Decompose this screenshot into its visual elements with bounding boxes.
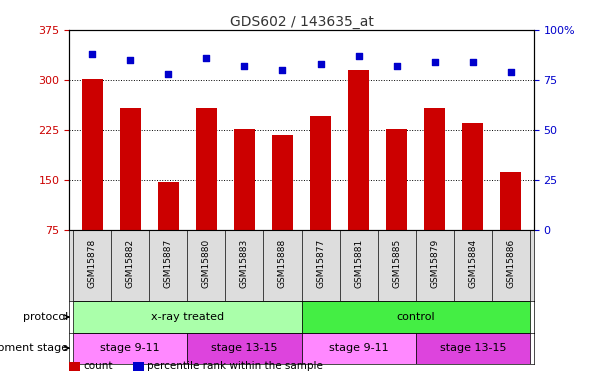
Bar (310, 116, 331, 230)
Text: control: control (396, 312, 435, 322)
Text: GSM15888: GSM15888 (278, 239, 287, 288)
Bar (425, 108, 445, 230)
Bar (386, 129, 407, 230)
Text: GSM15877: GSM15877 (316, 239, 325, 288)
Text: stage 9-11: stage 9-11 (329, 343, 388, 353)
Point (468, 59, 478, 65)
Point (277, 67, 287, 73)
Text: GSM15885: GSM15885 (392, 239, 401, 288)
Point (392, 63, 402, 69)
Text: GSM15882: GSM15882 (126, 239, 134, 288)
Bar (82, 79, 103, 230)
Bar (158, 182, 178, 230)
Text: stage 13-15: stage 13-15 (211, 343, 277, 353)
Text: GSM15880: GSM15880 (202, 239, 211, 288)
Point (506, 69, 516, 75)
Text: percentile rank within the sample: percentile rank within the sample (147, 362, 323, 371)
Bar (272, 135, 293, 230)
Bar (234, 129, 255, 230)
Point (239, 63, 249, 69)
Point (87, 51, 97, 57)
Bar (120, 108, 140, 230)
Bar (73, 302, 302, 333)
Bar (188, 333, 302, 364)
Point (201, 55, 211, 61)
Bar (415, 333, 530, 364)
Text: development stage: development stage (0, 343, 69, 353)
Text: x-ray treated: x-ray treated (151, 312, 224, 322)
Text: stage 13-15: stage 13-15 (440, 343, 506, 353)
Point (430, 59, 440, 65)
Point (354, 53, 364, 59)
Bar (196, 108, 217, 230)
Text: GSM15878: GSM15878 (87, 239, 96, 288)
Text: GSM15879: GSM15879 (430, 239, 439, 288)
Bar (73, 333, 188, 364)
Title: GDS602 / 143635_at: GDS602 / 143635_at (230, 15, 373, 29)
Text: count: count (83, 362, 113, 371)
Text: GSM15884: GSM15884 (469, 239, 477, 288)
Bar (463, 123, 483, 230)
Point (125, 57, 135, 63)
Bar (500, 172, 521, 230)
Text: GSM15883: GSM15883 (240, 239, 249, 288)
Text: GSM15887: GSM15887 (164, 239, 173, 288)
Text: GSM15881: GSM15881 (354, 239, 363, 288)
Bar (348, 70, 369, 230)
Bar (302, 302, 530, 333)
Text: GSM15886: GSM15886 (507, 239, 516, 288)
Point (163, 71, 173, 77)
Text: stage 9-11: stage 9-11 (101, 343, 160, 353)
Text: protocol: protocol (24, 312, 69, 322)
Point (316, 61, 326, 67)
Bar (302, 333, 415, 364)
